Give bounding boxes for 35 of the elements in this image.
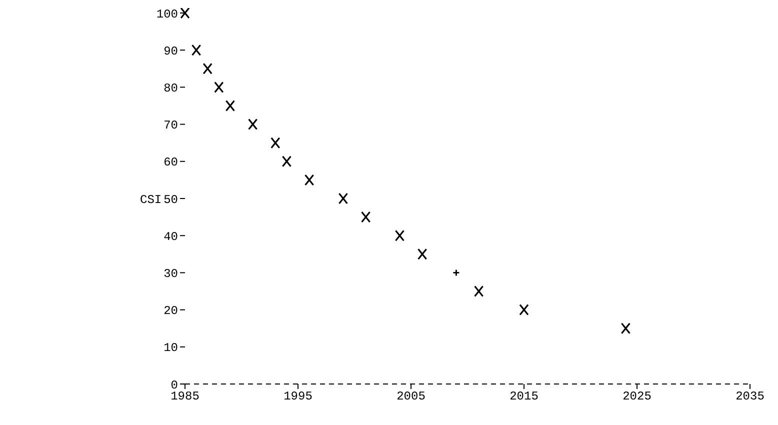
point	[202, 62, 212, 74]
y-tick-label: 50	[164, 192, 178, 207]
x-tick-label: 2015	[510, 390, 538, 404]
x-tick-label: 2005	[396, 390, 426, 404]
point	[519, 304, 529, 316]
y-tick-label: 30	[164, 266, 178, 281]
y-tick-label: 100	[156, 7, 178, 22]
point	[270, 137, 280, 149]
x-tick-label: 1985	[170, 390, 200, 404]
point	[180, 8, 190, 19]
point	[282, 156, 292, 168]
point	[452, 269, 460, 276]
y-tick-label: 70	[164, 118, 178, 133]
y-tick-label: 90	[164, 44, 178, 58]
x-tick-label: 2025	[622, 390, 652, 404]
y-tick-label: 0	[170, 378, 178, 392]
y-tick-label: 40	[164, 230, 178, 244]
x-tick-label: 1995	[284, 390, 312, 404]
y-axis-title: CSI	[140, 192, 162, 207]
point	[248, 118, 258, 130]
point	[304, 174, 314, 186]
point	[225, 100, 235, 112]
y-tick-label: 80	[164, 81, 178, 96]
y-tick-label: 10	[164, 341, 178, 356]
point	[474, 285, 484, 298]
y-tick-label: 60	[164, 156, 178, 170]
point	[192, 44, 202, 56]
x-tick-label: 2035	[736, 390, 764, 404]
y-tick-label: 20	[164, 304, 178, 318]
point	[214, 81, 224, 93]
point	[338, 192, 348, 204]
point	[620, 322, 630, 334]
point	[394, 230, 404, 242]
point	[361, 211, 371, 223]
point	[418, 248, 428, 260]
